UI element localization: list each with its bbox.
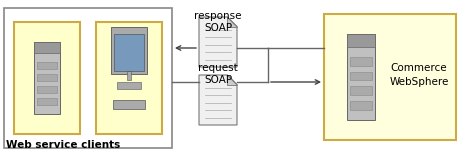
Bar <box>349 57 371 66</box>
Text: WebSphere: WebSphere <box>389 77 448 87</box>
Bar <box>113 100 145 109</box>
Bar <box>349 101 371 110</box>
Bar <box>34 42 60 53</box>
Bar <box>349 72 371 80</box>
Bar <box>37 62 57 69</box>
Polygon shape <box>199 17 237 67</box>
Polygon shape <box>227 75 237 84</box>
Text: Web service clients: Web service clients <box>6 140 120 150</box>
Bar <box>116 82 141 89</box>
Text: Commerce: Commerce <box>389 63 446 73</box>
Bar <box>14 22 80 134</box>
Bar <box>126 71 131 80</box>
Bar <box>4 8 172 148</box>
Bar <box>346 34 374 47</box>
Bar <box>34 42 60 114</box>
Bar <box>96 22 162 134</box>
Bar <box>37 98 57 105</box>
Text: SOAP: SOAP <box>204 23 232 33</box>
Bar <box>37 86 57 93</box>
Bar <box>349 86 371 95</box>
Bar <box>37 74 57 81</box>
Text: request: request <box>198 63 238 73</box>
Text: response: response <box>194 11 241 21</box>
Bar <box>346 34 374 120</box>
Polygon shape <box>227 17 237 27</box>
Text: SOAP: SOAP <box>204 75 232 85</box>
Bar <box>111 27 146 73</box>
Bar <box>113 34 144 71</box>
Polygon shape <box>199 75 237 125</box>
Bar <box>323 14 455 140</box>
